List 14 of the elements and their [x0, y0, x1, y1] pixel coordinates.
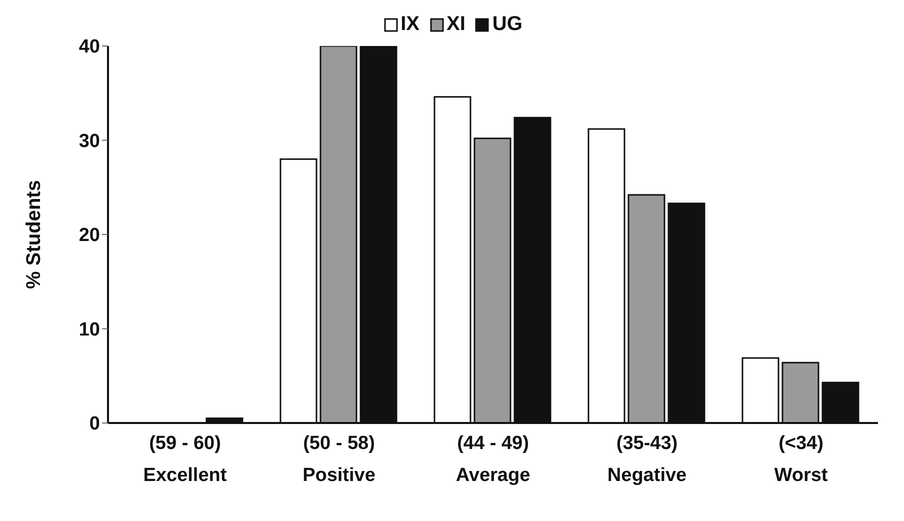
- x-tick-label: (50 - 58) Positive: [302, 433, 376, 486]
- x-tick-label: (<34) Worst: [774, 433, 828, 486]
- x-tick-label: (44 - 49) Average: [456, 433, 530, 486]
- x-tick-label: (59 - 60) Excellent: [143, 433, 228, 486]
- legend-label: UG: [492, 13, 522, 36]
- y-tick-label: 40: [78, 36, 100, 58]
- y-tick-label: 30: [78, 130, 100, 152]
- y-tick-label: 10: [78, 319, 100, 340]
- x-tick-label: (35-43) Negative: [607, 433, 687, 486]
- y-tick-label: 20: [78, 225, 100, 246]
- y-axis-title: % Students: [23, 180, 46, 289]
- y-tick-label: 0: [89, 414, 100, 435]
- legend-label: XI: [446, 13, 466, 36]
- legend-label: IX: [400, 13, 420, 36]
